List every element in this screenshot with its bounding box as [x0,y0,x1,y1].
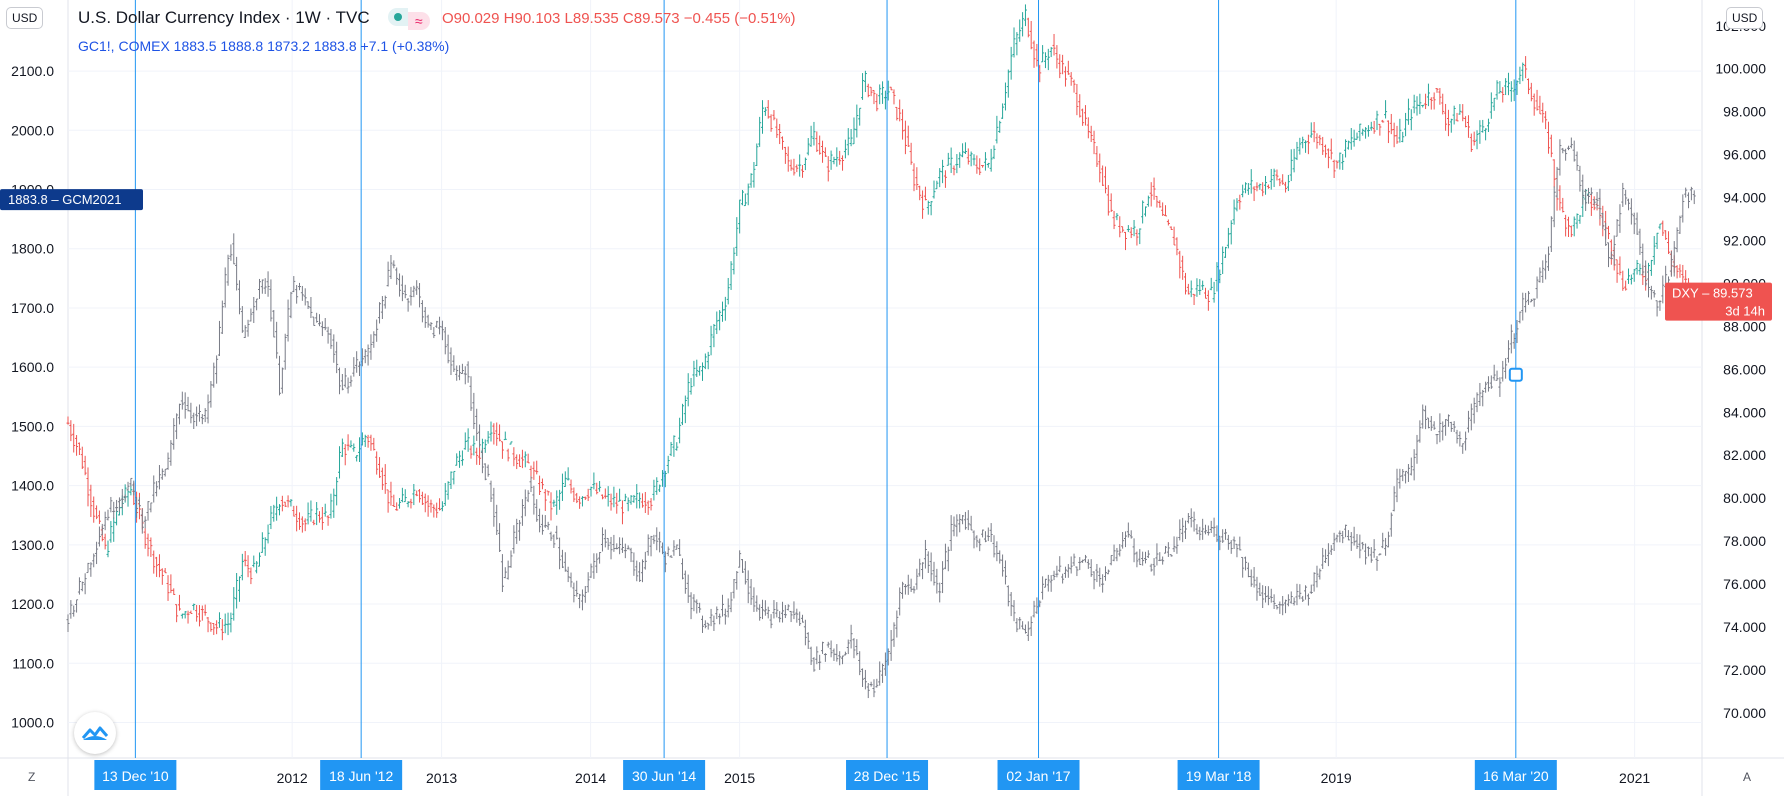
right-axis-tick: 76.000 [1723,576,1766,592]
date-marker-label-bg [94,760,177,790]
left-axis-tick: 1800.0 [11,241,54,257]
left-axis-tick: 2100.0 [11,63,54,79]
date-marker-label-bg [623,760,706,790]
date-marker-label: 16 Mar '20 [1483,768,1549,784]
drawing-anchor-handle [1508,367,1523,382]
compare-symbol-values[interactable]: GC1!, COMEX 1883.5 1888.8 1873.2 1883.8 … [78,38,450,54]
market-status-icon [387,8,408,26]
gold-price-label: 1883.8 – GCM2021 [8,192,121,207]
dxy-countdown-label: 3d 14h [1725,304,1765,319]
time-axis-tick: 2021 [1619,770,1650,786]
left-currency-button[interactable]: USD [6,7,44,29]
left-axis-tick: 1500.0 [11,418,54,434]
left-axis-tick: 1700.0 [11,300,54,316]
dxy-price-label-bg [1665,282,1772,321]
date-marker-label: 30 Jun '14 [632,768,696,784]
left-axis-tick: 1000.0 [11,714,54,730]
left-axis-tick: 1600.0 [11,359,54,375]
left-axis-tick: 2000.0 [11,122,54,138]
time-axis-tick: 2015 [724,770,755,786]
date-marker-label-bg [320,760,403,790]
date-marker-label-bg [997,760,1080,790]
symbol-title[interactable]: U.S. Dollar Currency Index · 1W · TVC [78,8,370,27]
right-axis-tick: 70.000 [1723,705,1766,721]
tradingview-logo-icon[interactable] [74,712,116,754]
right-axis-tick: 94.000 [1723,190,1766,206]
zoom-button[interactable]: Z [28,770,36,784]
right-axis-tick: 72.000 [1723,662,1766,678]
right-axis-tick: 82.000 [1723,447,1766,463]
left-axis-tick: 1300.0 [11,537,54,553]
right-axis-tick: 78.000 [1723,533,1766,549]
right-currency-button[interactable]: USD [1726,7,1764,29]
date-marker-label: 28 Dec '15 [854,768,921,784]
time-axis-tick: 2019 [1321,770,1352,786]
right-axis-tick: 100.000 [1715,61,1766,77]
right-axis-tick: 98.000 [1723,104,1766,120]
compare-legend: GC1!, COMEX 1883.5 1888.8 1873.2 1883.8 … [78,38,449,54]
date-marker-label-bg [1474,760,1557,790]
date-marker-label-bg [1177,760,1260,790]
gold-price-label-bg [0,189,143,211]
wave-icon: ≈ [407,12,430,30]
chart-legend: U.S. Dollar Currency Index · 1W · TVC ≈ … [78,8,796,30]
left-axis-tick: 1400.0 [11,478,54,494]
right-axis-tick: 84.000 [1723,404,1766,420]
left-axis-tick: 1100.0 [12,655,54,671]
auto-scale-button[interactable]: A [1743,770,1752,784]
right-axis-tick: 92.000 [1723,232,1766,248]
dxy-price-label: DXY – 89.573 [1672,286,1753,301]
right-axis-tick: 96.000 [1723,147,1766,163]
left-axis-tick: 1200.0 [11,596,54,612]
date-marker-label: 02 Jan '17 [1006,768,1070,784]
right-axis-tick: 80.000 [1723,490,1766,506]
time-axis-tick: 2013 [426,770,457,786]
date-marker-label: 19 Mar '18 [1186,768,1252,784]
right-axis-tick: 74.000 [1723,619,1766,635]
time-axis-tick: 2012 [277,770,308,786]
date-marker-label: 13 Dec '10 [102,768,169,784]
date-marker-label: 18 Jun '12 [329,768,393,784]
time-axis-tick: 2014 [575,770,606,786]
right-axis-tick: 88.000 [1723,318,1766,334]
ohlc-values: O90.029 H90.103 L89.535 C89.573 −0.455 (… [441,10,796,27]
date-marker-label-bg [846,760,929,790]
right-axis-tick: 86.000 [1723,361,1766,377]
